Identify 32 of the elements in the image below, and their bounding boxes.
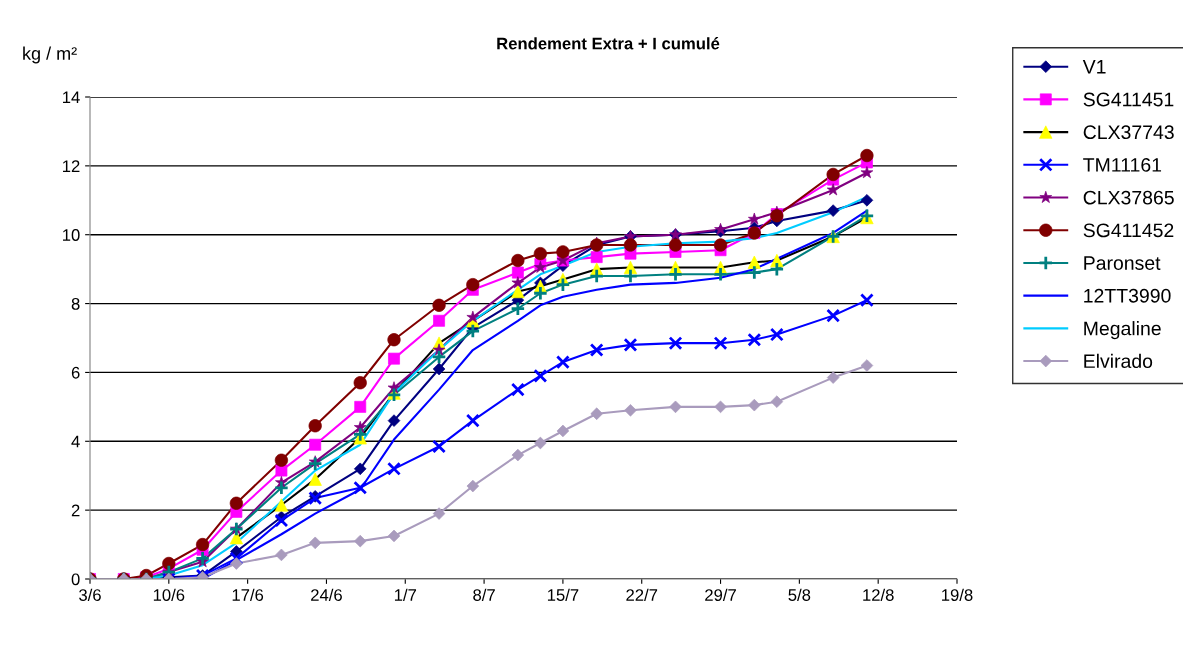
- x-tick-label: 8/7: [473, 588, 495, 601]
- x-tick-label: 19/8: [942, 588, 973, 601]
- y-tick-label: 4: [71, 435, 80, 448]
- y-tick-label: 14: [63, 91, 80, 104]
- x-tick-label: 10/6: [153, 588, 185, 601]
- y-tick-label: 8: [71, 297, 80, 310]
- legend-label: CLX37865: [1083, 190, 1174, 205]
- x-tick-label: 22/7: [626, 588, 658, 601]
- chart-title: Rendement Extra + I cumulé: [497, 37, 720, 50]
- legend-label: SG411451: [1083, 92, 1174, 107]
- legend-label: Megaline: [1084, 321, 1161, 340]
- y-tick-label: 12: [63, 160, 80, 172]
- legend-label: SG411452: [1083, 223, 1174, 238]
- x-tick-label: 1/7: [394, 588, 417, 601]
- y-tick-label: 2: [71, 504, 80, 517]
- y-tick-label: 6: [71, 366, 80, 379]
- x-tick-label: 5/8: [788, 588, 811, 601]
- x-tick-label: 17/6: [232, 588, 264, 601]
- legend-label: TM11161: [1083, 158, 1162, 172]
- legend-label: V1: [1082, 60, 1106, 74]
- x-tick-label: 12/8: [863, 588, 894, 601]
- y-tick-label: 10: [63, 229, 80, 241]
- x-tick-label: 24/6: [311, 588, 342, 601]
- x-tick-label: 15/7: [547, 588, 579, 601]
- x-tick-label: 3/6: [79, 588, 101, 601]
- y-axis-title: kg / m²: [23, 46, 77, 64]
- x-tick-label: 29/7: [705, 588, 736, 601]
- y-tick-label: 0: [71, 573, 80, 586]
- legend-label: Paronset: [1084, 256, 1161, 270]
- legend-label: 12TT3990: [1084, 288, 1171, 303]
- legend-label: Elvirado: [1084, 353, 1153, 369]
- legend-label: CLX37743: [1083, 125, 1174, 140]
